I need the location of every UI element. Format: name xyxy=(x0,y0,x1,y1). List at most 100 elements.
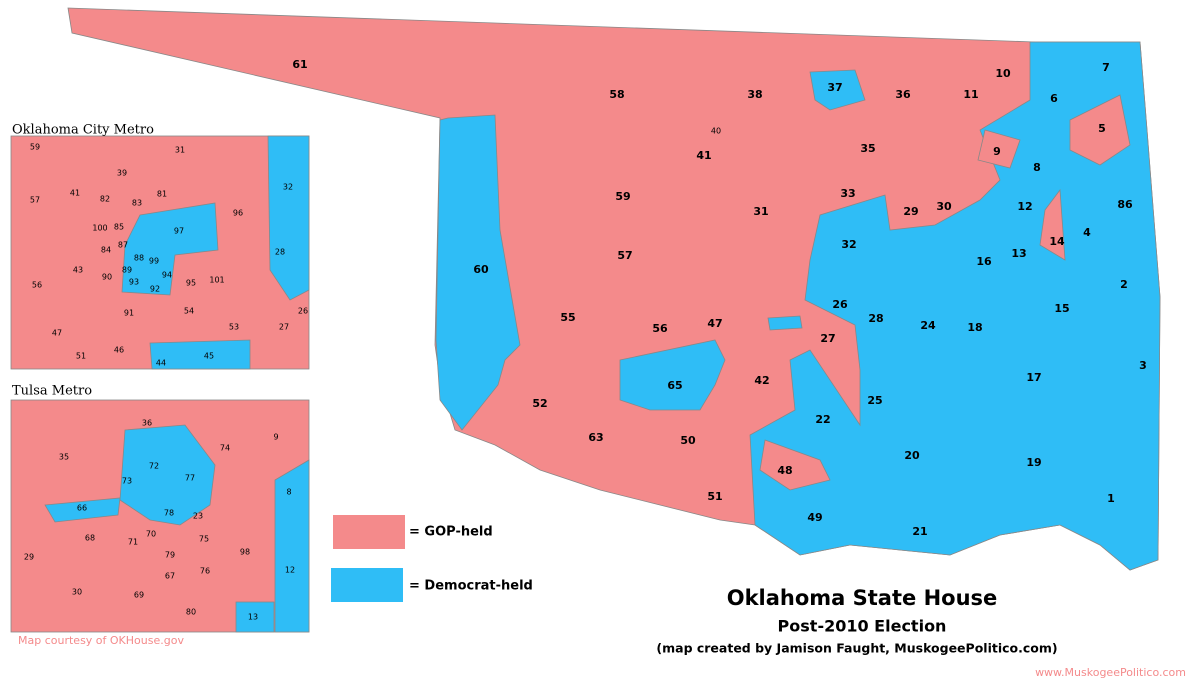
district-label: 58 xyxy=(609,88,624,101)
district-label: 4 xyxy=(1083,226,1091,239)
district-area xyxy=(44,497,121,523)
district-label: 59 xyxy=(615,190,630,203)
district-label: 81 xyxy=(157,190,167,199)
district-label: 27 xyxy=(820,332,835,345)
district-label: 19 xyxy=(1026,456,1041,469)
district-label: 32 xyxy=(283,183,293,192)
district-area xyxy=(977,129,1021,169)
district-label: 48 xyxy=(777,464,792,477)
district-label: 9 xyxy=(273,433,278,442)
district-label: 30 xyxy=(72,588,82,597)
district-label: 23 xyxy=(193,512,203,521)
district-label: 74 xyxy=(220,444,230,453)
district-label: 30 xyxy=(936,200,952,213)
district-label: 28 xyxy=(868,312,883,325)
district-label: 28 xyxy=(275,248,285,257)
district-label: 65 xyxy=(667,379,682,392)
district-label: 52 xyxy=(532,397,547,410)
district-label: 88 xyxy=(134,254,144,263)
district-label: 47 xyxy=(52,329,62,338)
district-label: 83 xyxy=(132,199,142,208)
district-label: 71 xyxy=(128,538,138,547)
district-label: 57 xyxy=(30,196,40,205)
district-label: 27 xyxy=(279,323,289,332)
district-label: 38 xyxy=(747,88,762,101)
district-label: 22 xyxy=(815,413,830,426)
inset-title: Tulsa Metro xyxy=(12,384,92,399)
website: www.MuskogeePolitico.com xyxy=(1035,666,1186,679)
subtitle: Post-2010 Election xyxy=(778,617,947,636)
district-label: 29 xyxy=(24,553,34,562)
district-label: 91 xyxy=(124,309,134,318)
district-label: 15 xyxy=(1054,302,1069,315)
district-label: 72 xyxy=(149,462,159,471)
district-label: 32 xyxy=(841,238,856,251)
district-label: 68 xyxy=(85,534,95,543)
district-label: 90 xyxy=(102,273,112,282)
district-label: 33 xyxy=(840,187,855,200)
district-area xyxy=(809,69,866,111)
district-area xyxy=(767,315,803,331)
district-label: 2 xyxy=(1120,278,1128,291)
district-label: 10 xyxy=(995,67,1011,80)
district-label: 21 xyxy=(912,525,927,538)
district-label: 13 xyxy=(1011,247,1026,260)
district-area xyxy=(149,339,251,370)
district-area xyxy=(1039,188,1066,261)
district-label: 8 xyxy=(286,488,291,497)
district-label: 35 xyxy=(59,453,69,462)
shapes xyxy=(10,7,1161,633)
district-label: 46 xyxy=(114,346,124,355)
district-label: 53 xyxy=(229,323,239,332)
district-label: 41 xyxy=(70,189,80,198)
district-label: 51 xyxy=(76,352,86,361)
district-label: 26 xyxy=(832,298,848,311)
district-label: 3 xyxy=(1139,359,1147,372)
district-label: 7 xyxy=(1102,61,1110,74)
district-label: 82 xyxy=(100,195,110,204)
district-label: 73 xyxy=(122,477,132,486)
district-label: 36 xyxy=(895,88,911,101)
district-label: 6 xyxy=(1050,92,1058,105)
inset-title: Oklahoma City Metro xyxy=(12,123,154,138)
district-label: 17 xyxy=(1026,371,1041,384)
legend-label: = Democrat-held xyxy=(409,579,533,594)
credit: (map created by Jamison Faught, Muskogee… xyxy=(656,641,1057,656)
district-label: 69 xyxy=(134,591,144,600)
district-label: 63 xyxy=(588,431,603,444)
district-label: 59 xyxy=(30,143,40,152)
district-label: 31 xyxy=(175,146,185,155)
district-label: 87 xyxy=(118,241,128,250)
district-label: 47 xyxy=(707,317,722,330)
district-label: 55 xyxy=(560,311,575,324)
district-area xyxy=(619,339,726,411)
district-label: 57 xyxy=(617,249,632,262)
district-label: 70 xyxy=(146,530,156,539)
district-label: 100 xyxy=(92,224,107,233)
district-label: 24 xyxy=(920,319,936,332)
district-label: 1 xyxy=(1107,492,1115,505)
district-label: 12 xyxy=(1017,200,1032,213)
district-area xyxy=(119,424,216,526)
district-label: 92 xyxy=(150,285,160,294)
district-label: 101 xyxy=(209,276,224,285)
district-label: 35 xyxy=(860,142,875,155)
district-label: 94 xyxy=(162,271,172,280)
district-label: 75 xyxy=(199,535,209,544)
district-label: 8 xyxy=(1033,161,1041,174)
district-label: 18 xyxy=(967,321,982,334)
district-label: 51 xyxy=(707,490,722,503)
district-label: 77 xyxy=(185,474,195,483)
district-label: 76 xyxy=(200,567,210,576)
district-area xyxy=(759,439,831,491)
legend-swatch xyxy=(333,515,405,549)
district-label: 93 xyxy=(129,278,139,287)
district-label: 39 xyxy=(117,169,127,178)
district-label: 49 xyxy=(807,511,822,524)
district-area xyxy=(749,41,1161,571)
district-label: 12 xyxy=(285,566,295,575)
district-label: 67 xyxy=(165,572,175,581)
district-label: 66 xyxy=(77,504,87,513)
